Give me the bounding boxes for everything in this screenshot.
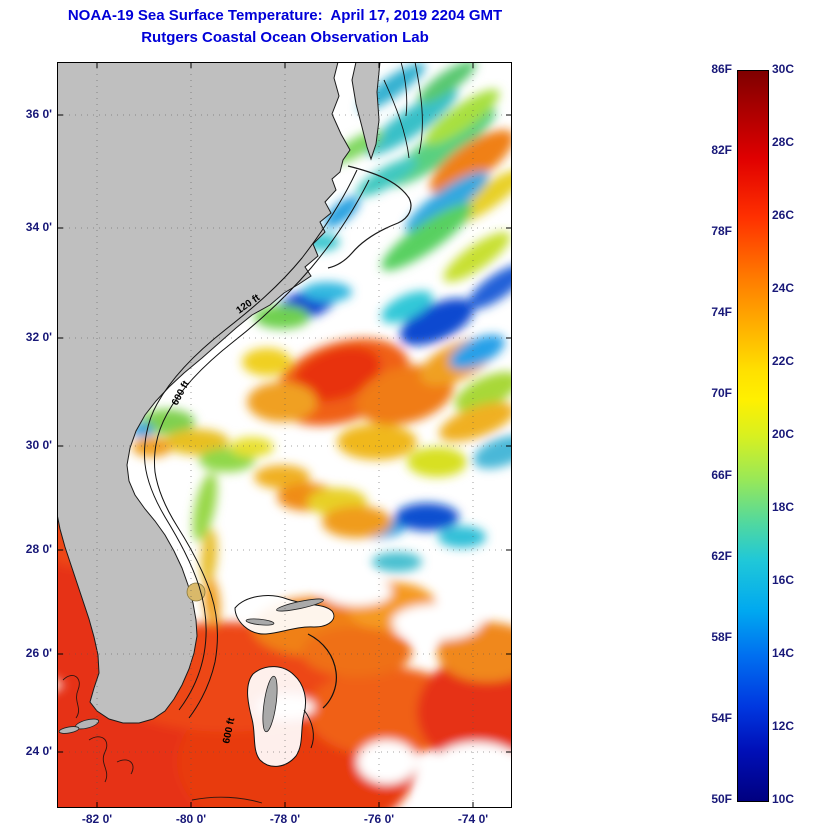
- map-frame: [57, 62, 512, 808]
- y-tick-label: 30 0': [25, 438, 52, 452]
- y-tick-label: 32 0': [25, 330, 52, 344]
- colorbar-c-label: 26C: [772, 208, 795, 222]
- lake-okeechobee: [186, 582, 206, 602]
- colorbar-f-label: 58F: [711, 630, 732, 644]
- colorbar-c-label: 28C: [772, 135, 795, 149]
- colorbar-f-label: 78F: [711, 224, 732, 238]
- shelf-contours: [383, 62, 423, 159]
- colorbar-f-label: 50F: [711, 792, 732, 806]
- colorbar-c-label: 18C: [772, 500, 795, 514]
- colorbar-c-label: 10C: [772, 792, 795, 806]
- colorbar-f-label: 86F: [711, 62, 732, 76]
- sst-map: 120 ft 600 ft 600 ft: [57, 62, 512, 808]
- depth-contour-120ft: [144, 169, 358, 711]
- bahama-banks: [234, 595, 337, 767]
- depth-contour-600ft: [154, 179, 370, 719]
- x-tick-label: -82 0': [81, 812, 113, 826]
- land-mass: [57, 62, 351, 724]
- colorbar-c-label: 20C: [772, 427, 795, 441]
- page-subtitle: Rutgers Coastal Ocean Observation Lab: [141, 29, 429, 46]
- colorbar-f-label: 82F: [711, 143, 732, 157]
- axis-ticks: [57, 62, 512, 808]
- colorbar-c-label: 16C: [772, 573, 795, 587]
- y-tick-label: 34 0': [25, 220, 52, 234]
- y-tick-label: 28 0': [25, 542, 52, 556]
- delmarva-peninsula: [351, 62, 381, 161]
- gulf-contours: [62, 675, 263, 804]
- colorbar-c-label: 22C: [772, 354, 795, 368]
- x-tick-label: -74 0': [457, 812, 489, 826]
- x-tick-label: -80 0': [175, 812, 207, 826]
- x-tick-label: -78 0': [269, 812, 301, 826]
- page-title: NOAA-19 Sea Surface Temperature: April 1…: [67, 7, 503, 24]
- colorbar-f-label: 66F: [711, 468, 732, 482]
- florida-keys: [58, 718, 100, 734]
- colorbar-f-label: 74F: [711, 305, 732, 319]
- colorbar-c-label: 12C: [772, 719, 795, 733]
- colorbar-f-label: 70F: [711, 386, 732, 400]
- y-tick-label: 36 0': [25, 107, 52, 121]
- x-tick-label: -76 0': [363, 812, 395, 826]
- colorbar-gradient: [737, 70, 769, 802]
- graticule: [57, 62, 512, 808]
- y-tick-label: 26 0': [25, 646, 52, 660]
- colorbar-c-label: 24C: [772, 281, 795, 295]
- colorbar-c-label: 14C: [772, 646, 795, 660]
- outer-banks: [327, 165, 412, 269]
- colorbar-f-label: 62F: [711, 549, 732, 563]
- contour-label-600ft-south: 600 ft: [221, 716, 237, 744]
- colorbar-f-label: 54F: [711, 711, 732, 725]
- y-tick-label: 24 0': [25, 744, 52, 758]
- colorbar-c-label: 30C: [772, 62, 795, 76]
